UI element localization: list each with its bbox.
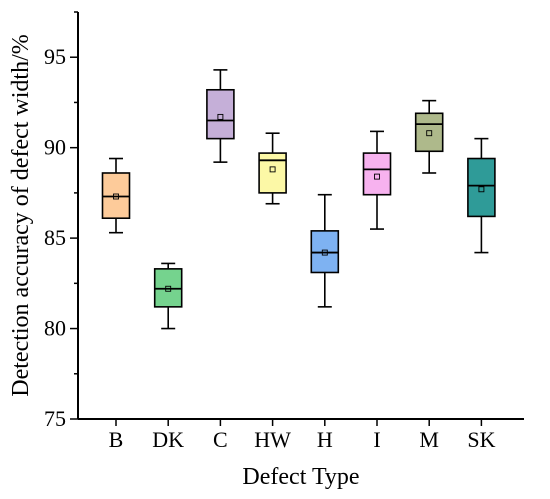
box-i <box>362 130 392 230</box>
y-tick-label: 95 <box>44 44 66 69</box>
x-tick-label-sk: SK <box>467 427 495 452</box>
box-m <box>414 99 444 174</box>
y-tick-label: 80 <box>44 316 66 341</box>
iqr-box <box>310 230 340 274</box>
x-ticks: B DK C HW H I M SK <box>109 419 496 452</box>
axes-layer: 75 80 85 90 95 B DK C HW H I M SK <box>44 11 524 452</box>
mean-marker <box>269 166 276 173</box>
box-sk <box>467 137 496 254</box>
mean-marker <box>113 193 119 200</box>
x-tick-label-b: B <box>109 427 124 452</box>
mean-marker <box>374 173 380 180</box>
mean-marker <box>217 113 224 120</box>
mean-marker <box>165 285 172 292</box>
y-axis-title: Detection accuracy of defect width/% <box>8 34 34 396</box>
x-tick-label-m: M <box>419 427 439 452</box>
y-tick-label: 90 <box>44 135 66 160</box>
iqr-box <box>101 172 131 220</box>
box-hw <box>258 132 287 205</box>
box-dk <box>153 262 183 330</box>
iqr-box <box>258 152 287 194</box>
iqr-box <box>467 157 496 218</box>
mean-marker <box>478 186 485 193</box>
iqr-box <box>153 268 183 308</box>
x-tick-label-c: C <box>213 427 228 452</box>
x-tick-label-i: I <box>373 427 380 452</box>
mean-marker <box>321 249 328 256</box>
box-b <box>101 157 131 234</box>
x-tick-label-hw: HW <box>254 427 291 452</box>
mean-marker <box>426 130 433 137</box>
y-tick-label: 85 <box>44 225 66 250</box>
y-tick-label: 75 <box>44 406 66 431</box>
x-tick-label-h: H <box>317 427 333 452</box>
iqr-box <box>414 112 444 153</box>
x-axis-title: Defect Type <box>242 464 359 490</box>
x-tick-label-dk: DK <box>152 427 184 452</box>
plot-layer <box>101 69 496 330</box>
iqr-box <box>362 152 392 196</box>
box-c <box>206 69 235 163</box>
y-ticks: 75 80 85 90 95 <box>44 11 78 431</box>
box-h <box>310 193 340 308</box>
